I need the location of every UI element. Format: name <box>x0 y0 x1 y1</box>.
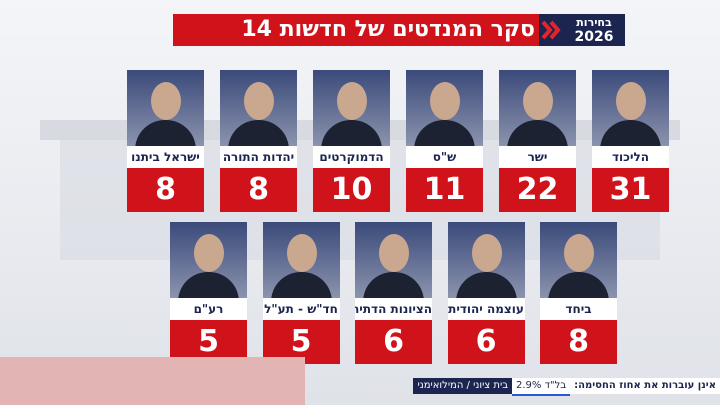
party-seats: 11 <box>406 168 483 212</box>
overlay-box <box>0 357 305 405</box>
party-name: הציונות הדתית <box>355 298 432 320</box>
party-seats: 5 <box>170 320 247 364</box>
portrait-body <box>600 120 661 146</box>
brand: בחירות 2026 <box>563 14 625 46</box>
portrait-body <box>548 272 609 298</box>
party-seats: 10 <box>313 168 390 212</box>
party-name: ישראל ביתנו <box>127 146 204 168</box>
party-photo <box>592 70 669 146</box>
party-photo <box>262 222 340 298</box>
party-seats: 31 <box>592 168 669 212</box>
portrait-head <box>471 234 502 272</box>
party-seats: 5 <box>262 320 340 364</box>
logo-chevrons <box>539 14 563 46</box>
portrait-body <box>507 120 568 146</box>
title: סקר המנדטים של חדשות 14 <box>241 17 535 42</box>
portrait-head <box>286 234 317 272</box>
portrait-body <box>135 120 196 146</box>
title-bar: סקר המנדטים של חדשות 14 בחירות 2026 <box>173 14 625 46</box>
party-photo <box>355 222 432 298</box>
party-name: הדמוקרטים <box>313 146 390 168</box>
portrait-body <box>270 272 332 298</box>
party-photo <box>127 70 204 146</box>
brand-label: בחירות <box>576 16 612 29</box>
party-name: עוצמה יהודית <box>447 298 525 320</box>
party-name: ש"ס <box>406 146 483 168</box>
portrait-head <box>244 82 274 120</box>
portrait-head <box>151 82 181 120</box>
ticker-lead: אינן עוברות את אחוז החסימה: <box>570 378 720 394</box>
portrait-body <box>321 120 382 146</box>
portrait-head <box>523 82 553 120</box>
portrait-body <box>455 272 517 298</box>
portrait-head <box>337 82 367 120</box>
party-seats: 6 <box>447 320 525 364</box>
portrait-body <box>228 120 289 146</box>
party-seats: 6 <box>355 320 432 364</box>
party-name: חד"ש - תע"ל <box>262 298 340 320</box>
brand-year: 2026 <box>574 29 614 45</box>
ticker: אינן עוברות את אחוז החסימה:בל"ד 2.9%בית … <box>305 378 720 396</box>
party-seats: 8 <box>220 168 297 212</box>
portrait-body <box>178 272 239 298</box>
portrait-body <box>414 120 475 146</box>
party-photo <box>447 222 525 298</box>
party-name: רע"ם <box>170 298 247 320</box>
party-name: הליכוד <box>592 146 669 168</box>
portrait-head <box>194 234 224 272</box>
party-photo <box>170 222 247 298</box>
party-photo <box>313 70 390 146</box>
party-photo <box>406 70 483 146</box>
portrait-head <box>430 82 460 120</box>
party-seats: 22 <box>499 168 576 212</box>
ticker-item: בל"ד 2.9% <box>512 378 571 396</box>
party-photo <box>540 222 617 298</box>
portrait-head <box>564 234 594 272</box>
portrait-body <box>363 272 424 298</box>
portrait-head <box>616 82 646 120</box>
portrait-head <box>379 234 409 272</box>
ticker-item: בית ציוני / המילואימני <box>413 378 513 394</box>
chevrons <box>541 20 561 40</box>
party-seats: 8 <box>127 168 204 212</box>
party-photo <box>220 70 297 146</box>
party-name: ישר <box>499 146 576 168</box>
party-seats: 8 <box>540 320 617 364</box>
party-photo <box>499 70 576 146</box>
party-name: יהדות התורה <box>220 146 297 168</box>
party-name: ביחד <box>540 298 617 320</box>
